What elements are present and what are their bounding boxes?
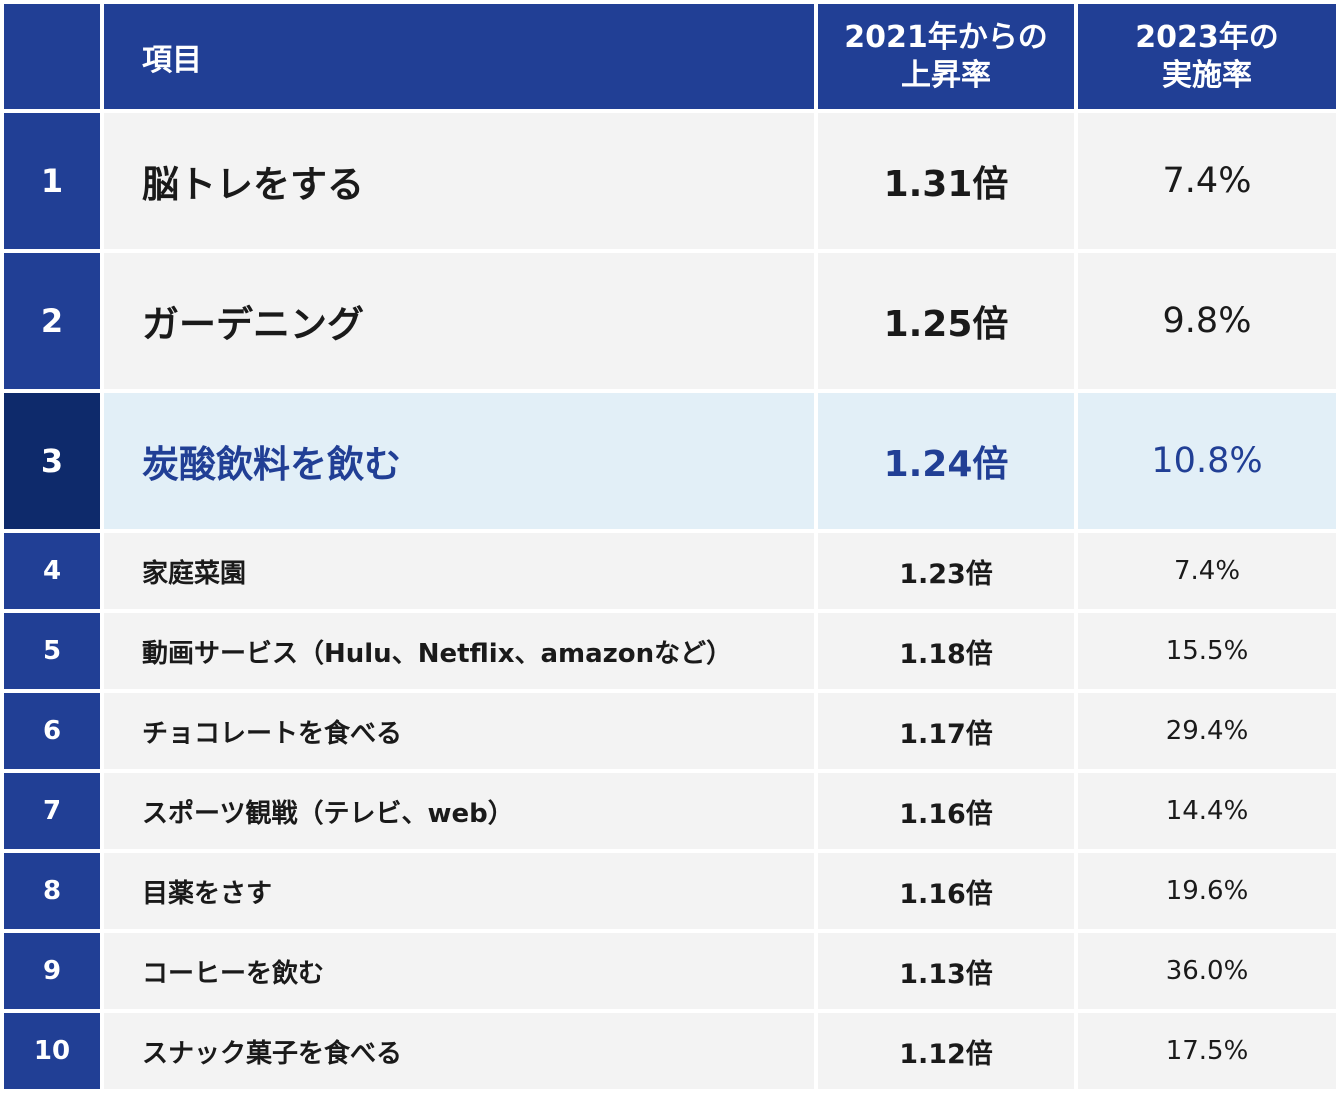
pct-cell: 9.8% bbox=[1078, 253, 1336, 389]
rate-cell: 1.24倍 bbox=[818, 393, 1074, 529]
rate-cell: 1.23倍 bbox=[818, 533, 1074, 609]
pct-cell: 29.4% bbox=[1078, 693, 1336, 769]
rate-cell: 1.18倍 bbox=[818, 613, 1074, 689]
rate-cell: 1.12倍 bbox=[818, 1013, 1074, 1089]
header-rate-cell: 2021年からの 上昇率 bbox=[818, 4, 1074, 109]
rank-cell: 3 bbox=[4, 393, 100, 529]
pct-cell: 36.0% bbox=[1078, 933, 1336, 1009]
header-pct-line2: 実施率 bbox=[1162, 57, 1252, 93]
rate-cell: 1.13倍 bbox=[818, 933, 1074, 1009]
rate-cell: 1.31倍 bbox=[818, 113, 1074, 249]
item-cell: 目薬をさす bbox=[104, 853, 814, 929]
header-pct-line1: 2023年の bbox=[1135, 19, 1279, 55]
pct-cell: 19.6% bbox=[1078, 853, 1336, 929]
header-item-cell: 項目 bbox=[104, 4, 814, 109]
header-pct-cell: 2023年の 実施率 bbox=[1078, 4, 1336, 109]
item-cell: 脳トレをする bbox=[104, 113, 814, 249]
rate-cell: 1.25倍 bbox=[818, 253, 1074, 389]
table-row-highlighted: 3 炭酸飲料を飲む 1.24倍 10.8% bbox=[4, 393, 1336, 529]
pct-cell: 7.4% bbox=[1078, 113, 1336, 249]
rate-cell: 1.16倍 bbox=[818, 773, 1074, 849]
item-cell: 炭酸飲料を飲む bbox=[104, 393, 814, 529]
rank-cell: 4 bbox=[4, 533, 100, 609]
table-row: 7 スポーツ観戦（テレビ、web） 1.16倍 14.4% bbox=[4, 773, 1336, 849]
table-row: 2 ガーデニング 1.25倍 9.8% bbox=[4, 253, 1336, 389]
table-row: 10 スナック菓子を食べる 1.12倍 17.5% bbox=[4, 1013, 1336, 1089]
pct-cell: 10.8% bbox=[1078, 393, 1336, 529]
header-rate-line2: 上昇率 bbox=[901, 57, 991, 93]
pct-cell: 7.4% bbox=[1078, 533, 1336, 609]
table-row: 1 脳トレをする 1.31倍 7.4% bbox=[4, 113, 1336, 249]
pct-cell: 17.5% bbox=[1078, 1013, 1336, 1089]
item-cell: 動画サービス（Hulu、Netflix、amazonなど） bbox=[104, 613, 814, 689]
item-cell: コーヒーを飲む bbox=[104, 933, 814, 1009]
table-row: 9 コーヒーを飲む 1.13倍 36.0% bbox=[4, 933, 1336, 1009]
table-header-row: 項目 2021年からの 上昇率 2023年の 実施率 bbox=[4, 4, 1336, 109]
ranking-table: 項目 2021年からの 上昇率 2023年の 実施率 1 脳トレをする 1.31… bbox=[4, 4, 1336, 1093]
item-cell: スナック菓子を食べる bbox=[104, 1013, 814, 1089]
header-rank-cell bbox=[4, 4, 100, 109]
pct-cell: 15.5% bbox=[1078, 613, 1336, 689]
table-row: 5 動画サービス（Hulu、Netflix、amazonなど） 1.18倍 15… bbox=[4, 613, 1336, 689]
item-cell: ガーデニング bbox=[104, 253, 814, 389]
rate-cell: 1.17倍 bbox=[818, 693, 1074, 769]
rank-cell: 8 bbox=[4, 853, 100, 929]
rank-cell: 1 bbox=[4, 113, 100, 249]
table-row: 6 チョコレートを食べる 1.17倍 29.4% bbox=[4, 693, 1336, 769]
rank-cell: 2 bbox=[4, 253, 100, 389]
rank-cell: 10 bbox=[4, 1013, 100, 1089]
rate-cell: 1.16倍 bbox=[818, 853, 1074, 929]
table-row: 8 目薬をさす 1.16倍 19.6% bbox=[4, 853, 1336, 929]
rank-cell: 9 bbox=[4, 933, 100, 1009]
item-cell: 家庭菜園 bbox=[104, 533, 814, 609]
item-cell: チョコレートを食べる bbox=[104, 693, 814, 769]
rank-cell: 7 bbox=[4, 773, 100, 849]
item-cell: スポーツ観戦（テレビ、web） bbox=[104, 773, 814, 849]
rank-cell: 5 bbox=[4, 613, 100, 689]
rank-cell: 6 bbox=[4, 693, 100, 769]
pct-cell: 14.4% bbox=[1078, 773, 1336, 849]
header-rate-line1: 2021年からの bbox=[844, 19, 1048, 55]
table-row: 4 家庭菜園 1.23倍 7.4% bbox=[4, 533, 1336, 609]
